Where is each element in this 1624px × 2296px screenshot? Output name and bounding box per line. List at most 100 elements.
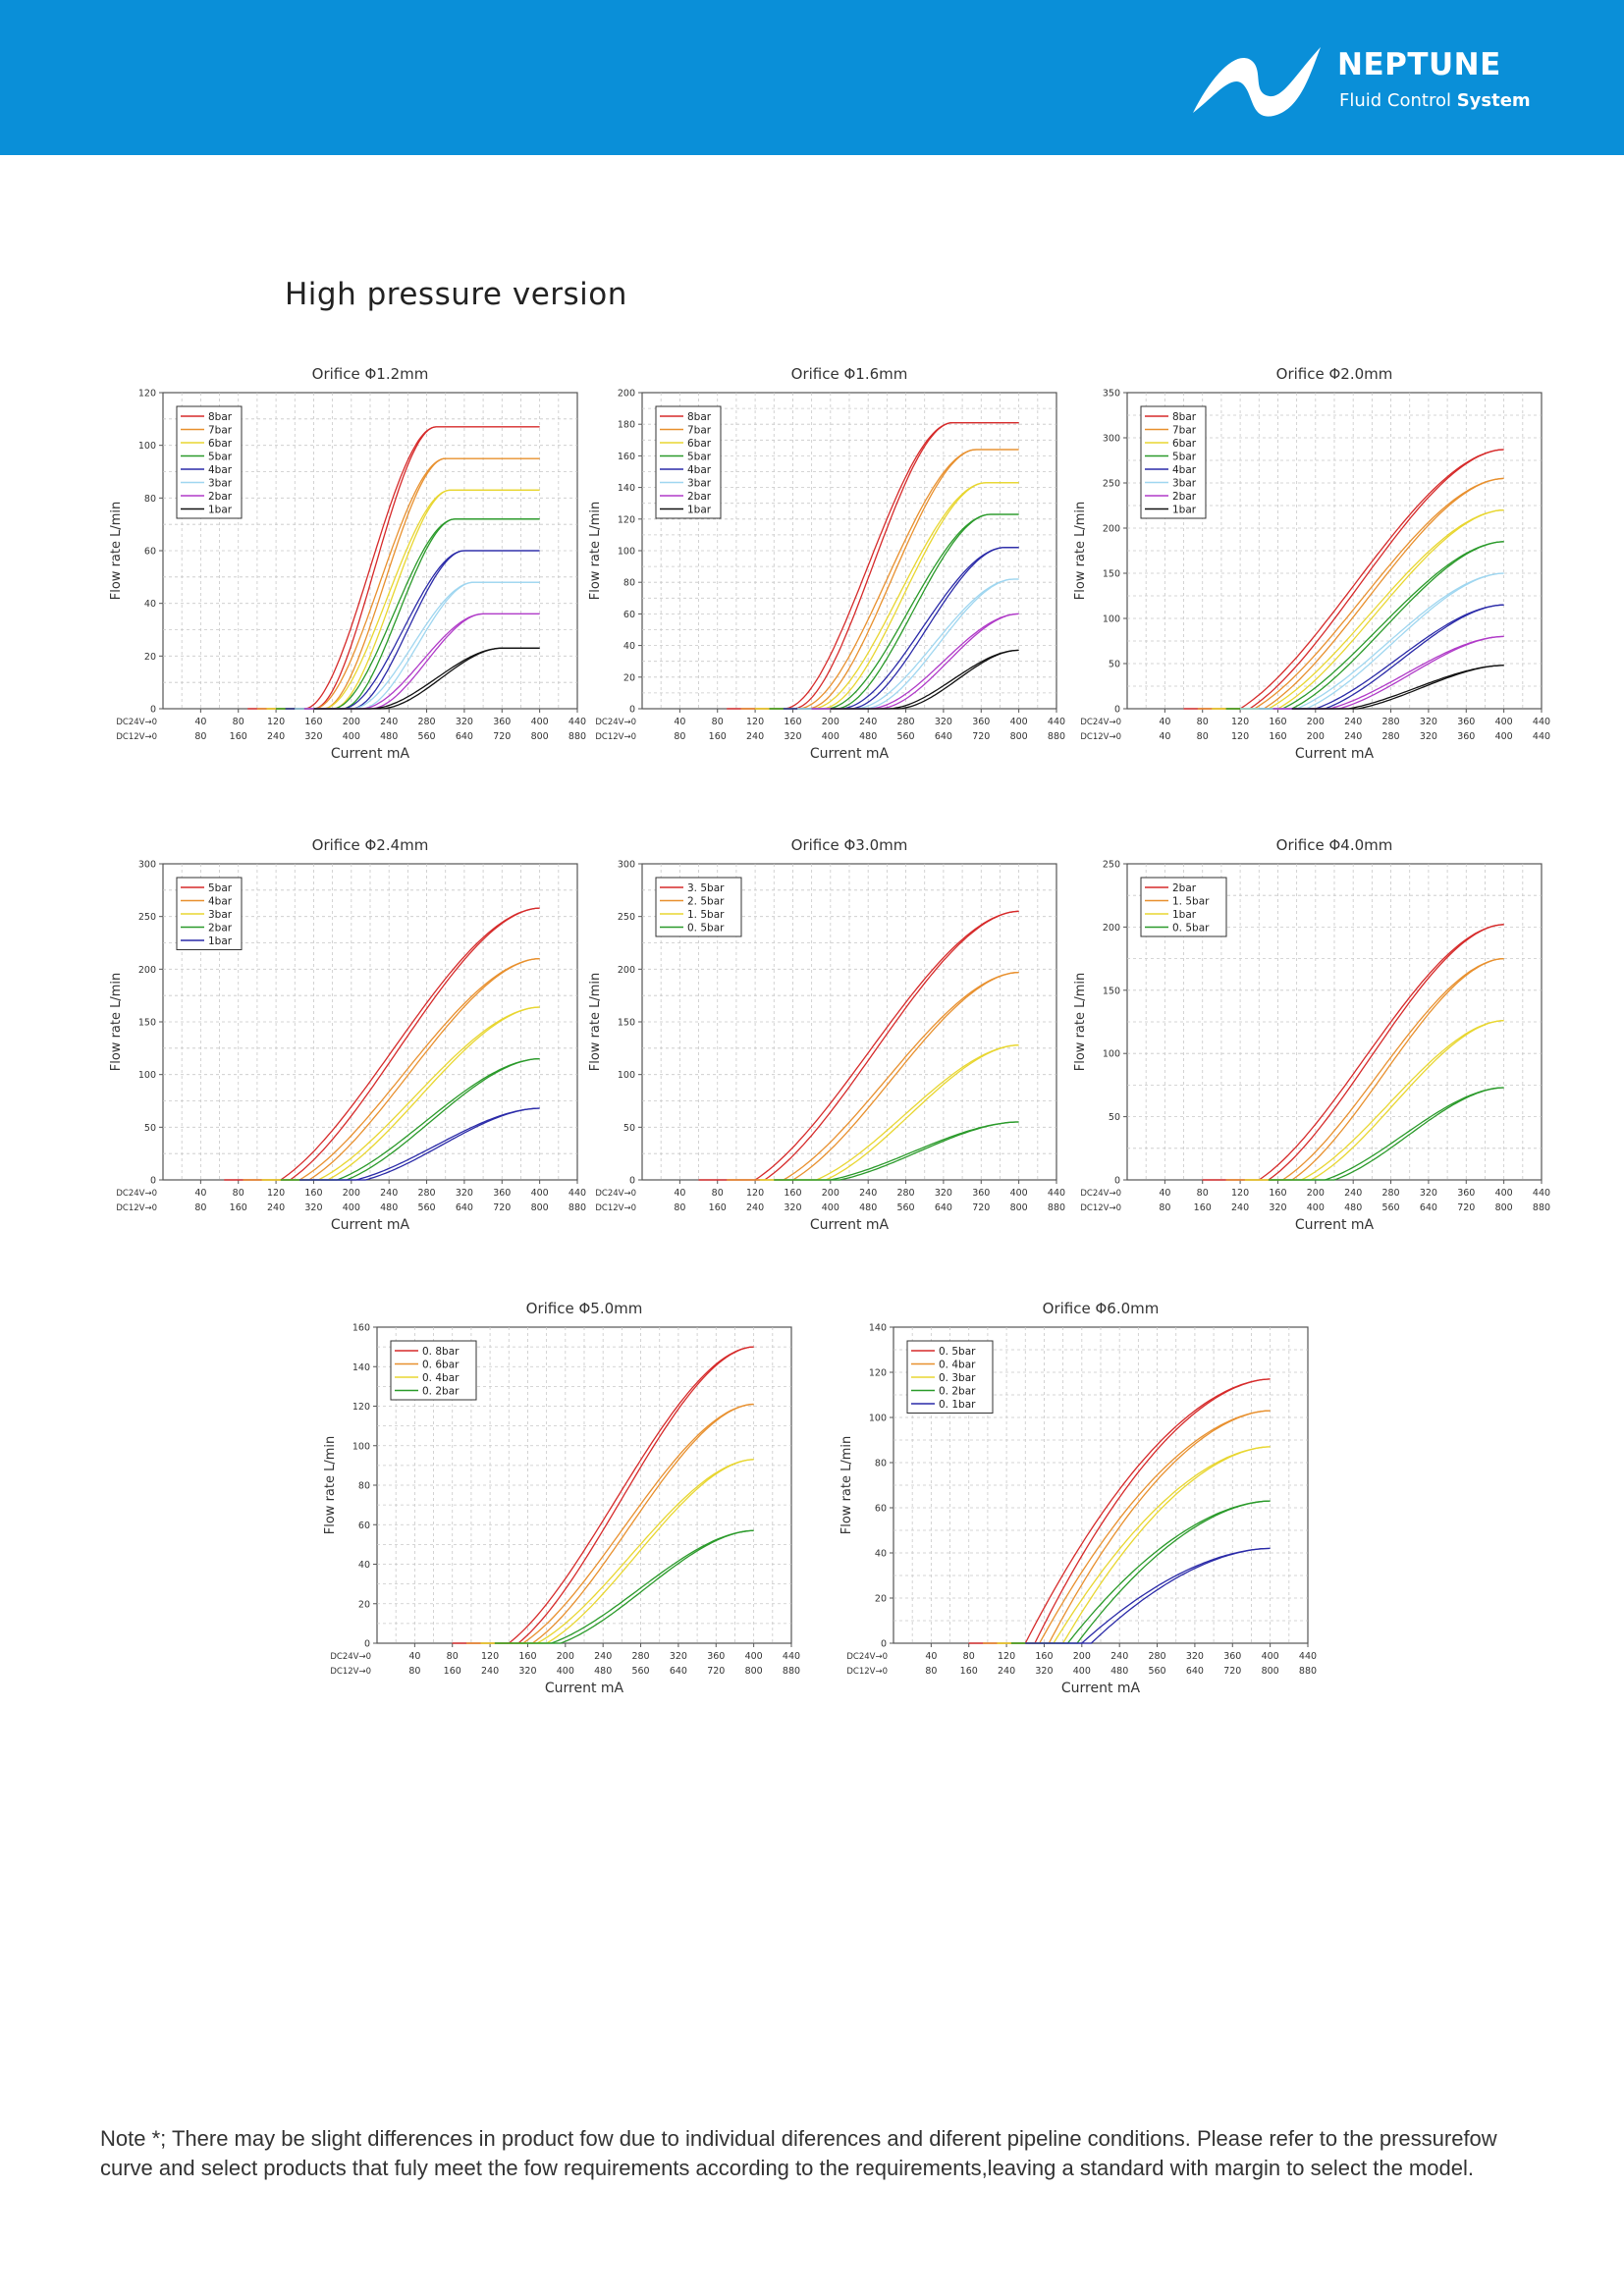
x-tick-label: 240 — [1344, 717, 1362, 727]
series-path — [452, 1346, 754, 1644]
legend-label: 2bar — [687, 491, 712, 503]
y-axis-label: Flow rate L/min — [323, 1436, 338, 1534]
series-path — [466, 1403, 754, 1644]
x-tick-label: 200 — [822, 1188, 839, 1199]
legend-label: 5bar — [208, 452, 233, 463]
x-tick-label: 120 — [481, 1651, 499, 1662]
x-tick-label-row2: 120 — [1231, 731, 1249, 742]
x-axis-label: Current mA — [331, 1217, 410, 1233]
y-tick-label: 120 — [352, 1402, 370, 1413]
legend-label: 1bar — [208, 935, 233, 947]
x-tick-label: 360 — [972, 717, 990, 727]
x-tick-label-row2: 440 — [1533, 731, 1550, 742]
chart-svg: Orifice Φ6.0mm 0 20 40 60 80 100 120 140 Flow rat… — [839, 1300, 1317, 1696]
legend-box — [1140, 405, 1207, 519]
chart-orifice-1-2: Orifice Φ1.2mm 0 20 40 60 80 100 120 Flow rate L… — [106, 353, 597, 766]
y-tick-label: 200 — [138, 965, 156, 976]
x-tick-label: 160 — [784, 717, 801, 727]
x-tick-label: 360 — [1223, 1651, 1241, 1662]
x-tick-label: 200 — [822, 717, 839, 727]
y-tick-label: 50 — [144, 1123, 156, 1134]
y-tick-label: 0 — [1114, 1176, 1120, 1187]
x-tick-label: 200 — [1073, 1651, 1091, 1662]
x-tick-label-row2: 720 — [972, 731, 990, 742]
chart-title: Orifice Φ5.0mm — [526, 1300, 643, 1317]
series-path — [299, 1107, 540, 1181]
x-tick-label: 320 — [456, 1188, 473, 1199]
x-tick-label-row2: 480 — [859, 1202, 877, 1213]
x-tick-label-row2: 480 — [594, 1666, 612, 1677]
x-row2-label: DC12V→0 — [1080, 1203, 1121, 1213]
x-tick-label-row2: 80 — [408, 1666, 420, 1677]
series-line — [1272, 635, 1504, 710]
x-tick-label-row2: 200 — [1307, 731, 1325, 742]
series-path — [1225, 541, 1504, 710]
x-tick-label: 440 — [1533, 717, 1550, 727]
x-tick-label: 80 — [233, 1188, 244, 1199]
x-row2-label: DC12V→0 — [330, 1667, 371, 1677]
series-line — [1259, 604, 1504, 710]
legend-label: 5bar — [687, 452, 712, 463]
x-tick-label-row2: 160 — [444, 1666, 461, 1677]
x-tick-label: 40 — [674, 1188, 685, 1199]
legend-label: 0. 3bar — [939, 1372, 976, 1384]
y-tick-label: 200 — [1103, 524, 1120, 535]
series-path — [783, 547, 1019, 710]
x-tick-label-row2: 720 — [707, 1666, 725, 1677]
x-tick-label-row2: 80 — [674, 731, 685, 742]
series-path — [727, 421, 1019, 710]
y-tick-label: 60 — [623, 610, 635, 620]
y-axis-label: Flow rate L/min — [109, 502, 124, 600]
x-tick-label-row2: 720 — [1457, 1202, 1475, 1213]
chart-title: Orifice Φ6.0mm — [1043, 1300, 1160, 1317]
chart-svg: Orifice Φ1.2mm 0 20 40 60 80 100 120 Flow rate L… — [109, 365, 586, 762]
y-tick-label: 250 — [138, 912, 156, 923]
x-row1-label: DC24V→0 — [1080, 718, 1121, 727]
x-tick-label-row2: 560 — [417, 1202, 435, 1213]
x-tick-label-row2: 560 — [417, 731, 435, 742]
y-tick-label: 0 — [629, 1176, 635, 1187]
series-path — [727, 421, 1019, 710]
x-tick-label: 200 — [1307, 717, 1325, 727]
series-path — [759, 1043, 1019, 1181]
y-tick-label: 0 — [1114, 705, 1120, 716]
y-tick-label: 200 — [618, 389, 635, 400]
x-tick-label-row2: 320 — [304, 731, 322, 742]
series-line — [968, 1378, 1271, 1644]
x-tick-label: 400 — [1262, 1651, 1279, 1662]
y-tick-label: 40 — [144, 599, 156, 610]
x-tick-label: 120 — [746, 717, 764, 727]
x-tick-label: 40 — [194, 717, 206, 727]
x-tick-label: 440 — [568, 1188, 586, 1199]
x-tick-label: 240 — [859, 1188, 877, 1199]
x-tick-label: 160 — [1269, 1188, 1286, 1199]
series-line — [1225, 541, 1504, 710]
x-tick-label-row2: 640 — [1186, 1666, 1204, 1677]
x-tick-label-row2: 880 — [568, 1202, 586, 1213]
legend-box — [655, 405, 722, 519]
series-line — [1010, 1500, 1271, 1644]
x-tick-label: 440 — [1299, 1651, 1317, 1662]
legend-label: 0. 2bar — [939, 1386, 976, 1398]
y-tick-label: 150 — [1103, 569, 1120, 580]
legend-label: 0. 8bar — [422, 1346, 460, 1358]
series-path — [755, 482, 1019, 710]
x-tick-label: 440 — [1048, 717, 1065, 727]
x-row1-label: DC24V→0 — [1080, 1189, 1121, 1199]
series-line — [494, 1529, 754, 1644]
x-tick-label-row2: 400 — [822, 1202, 839, 1213]
x-tick-label: 400 — [531, 717, 549, 727]
x-row2-label: DC12V→0 — [595, 732, 636, 742]
series-path — [783, 547, 1019, 710]
chart-svg: Orifice Φ5.0mm 0 20 40 60 80 100 120 140 160 Flow … — [323, 1300, 800, 1696]
series-path — [295, 581, 540, 710]
legend-label: 8bar — [208, 411, 233, 423]
x-tick-label: 120 — [1231, 717, 1249, 727]
y-tick-label: 20 — [144, 652, 156, 663]
x-tick-label-row2: 800 — [1010, 1202, 1028, 1213]
series-path — [243, 957, 540, 1181]
x-tick-label-row2: 560 — [896, 1202, 914, 1213]
legend-label: 1bar — [208, 505, 233, 516]
series-path — [1202, 924, 1504, 1181]
x-tick-label-row2: 880 — [1533, 1202, 1550, 1213]
